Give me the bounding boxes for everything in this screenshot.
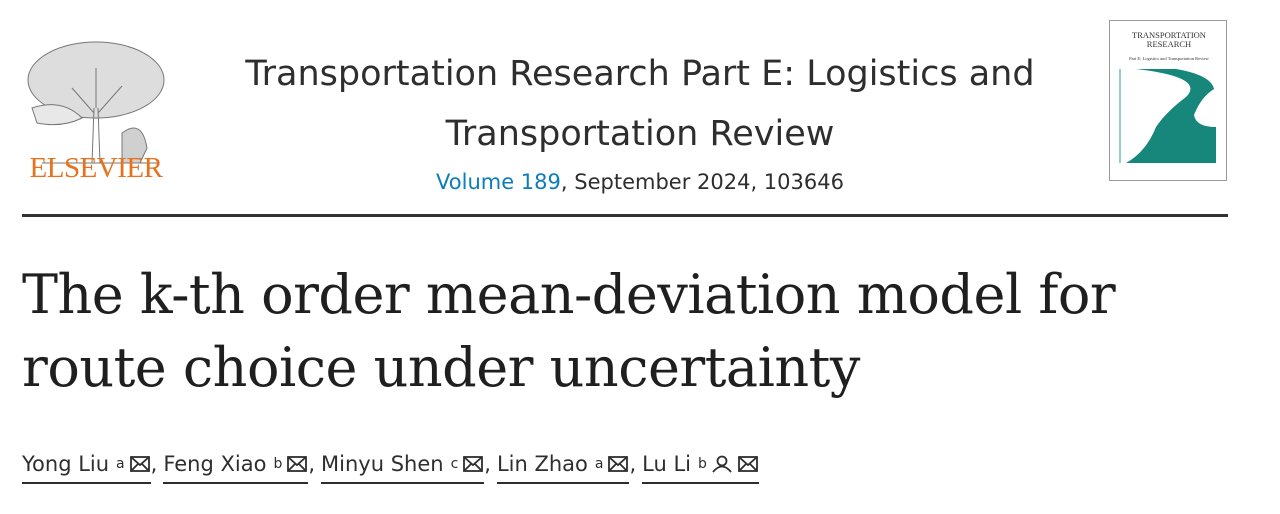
author-link[interactable]: Lin Zhao a [496,452,630,484]
author-name: Lu Li [642,452,692,476]
affiliation-marker: a [594,456,604,472]
author-link[interactable]: Yong Liu a [22,452,151,484]
author-link[interactable]: Feng Xiao b [163,452,309,484]
article-title: The k-th order mean-deviation model for … [22,263,1116,399]
email-icon[interactable] [129,455,151,473]
person-icon[interactable] [711,455,733,473]
author-separator: , [629,452,637,476]
affiliation-marker: b [698,456,707,472]
issue-info: Volume 189, September 2024, 103646 [190,170,1090,194]
cover-title: TRANSPORTATION RESEARCH [1132,30,1206,49]
author-separator: , [308,452,316,476]
cover-subtitle: Part E: Logistics and Transportation Rev… [1129,56,1209,61]
author-name: Lin Zhao [496,452,588,476]
email-icon[interactable] [462,455,484,473]
volume-link[interactable]: Volume 189 [436,170,561,194]
author-link[interactable]: Minyu Shen c [321,452,485,484]
cover-art [1116,67,1222,167]
journal-title[interactable]: Transportation Research Part E: Logistic… [245,54,1035,154]
author-name: Yong Liu [22,452,110,476]
header-divider [22,214,1228,217]
issue-details: , September 2024, 103646 [560,170,844,194]
author-list: Yong Liu a, Feng Xiao b, Minyu Shen c, Lin Zha… [22,452,759,484]
elsevier-logo[interactable] [22,20,170,186]
author-separator: , [150,452,158,476]
email-icon[interactable] [607,455,629,473]
affiliation-marker: b [273,456,283,472]
affiliation-marker: a [116,456,125,472]
affiliation-marker: c [450,456,459,472]
journal-header: Transportation Research Part E: Logistic… [190,44,1090,194]
author-name: Feng Xiao [163,452,267,476]
publisher-name: ELSEVIER [29,152,163,184]
email-icon[interactable] [737,455,759,473]
author-link[interactable]: Lu Li b [642,452,759,484]
email-icon[interactable] [286,455,308,473]
journal-cover[interactable]: TRANSPORTATION RESEARCH Part E: Logistic… [1109,20,1227,181]
author-name: Minyu Shen [321,452,444,476]
author-separator: , [484,452,491,476]
